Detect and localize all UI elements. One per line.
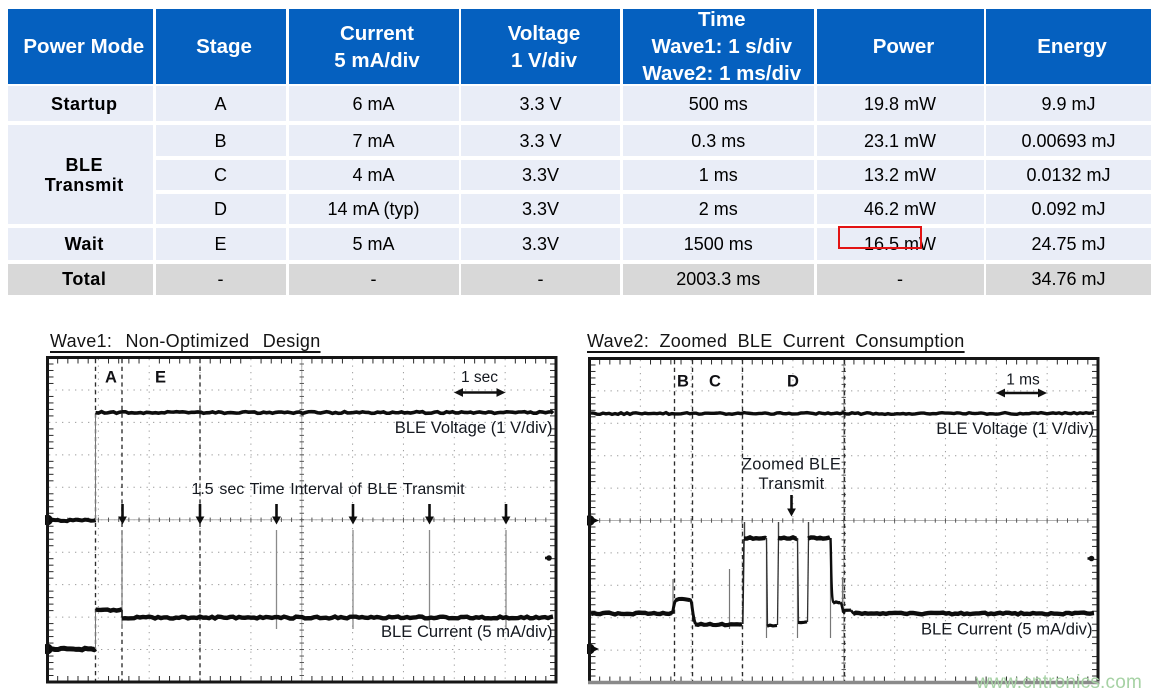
svg-text:BLE Voltage (1 V/div): BLE Voltage (1 V/div): [936, 419, 1094, 438]
svg-text:Transmit: Transmit: [758, 475, 824, 493]
svg-text:E: E: [154, 369, 165, 387]
svg-text:1 sec: 1 sec: [460, 369, 497, 386]
svg-text:D: D: [787, 372, 799, 390]
svg-text:BLE Current (5 mA/div): BLE Current (5 mA/div): [380, 622, 552, 641]
svg-text:A: A: [105, 369, 117, 387]
svg-text:Zoomed BLE: Zoomed BLE: [741, 455, 840, 473]
svg-text:BLE Voltage (1 V/div): BLE Voltage (1 V/div): [394, 418, 552, 437]
svg-text:C: C: [709, 372, 721, 390]
svg-text:B: B: [677, 372, 689, 390]
svg-text:BLE Current (5 mA/div): BLE Current (5 mA/div): [920, 619, 1092, 638]
svg-text:1.5 sec Time Interval of BLE T: 1.5 sec Time Interval of BLE Transmit: [191, 481, 465, 498]
svg-text:1 ms: 1 ms: [1006, 371, 1040, 388]
